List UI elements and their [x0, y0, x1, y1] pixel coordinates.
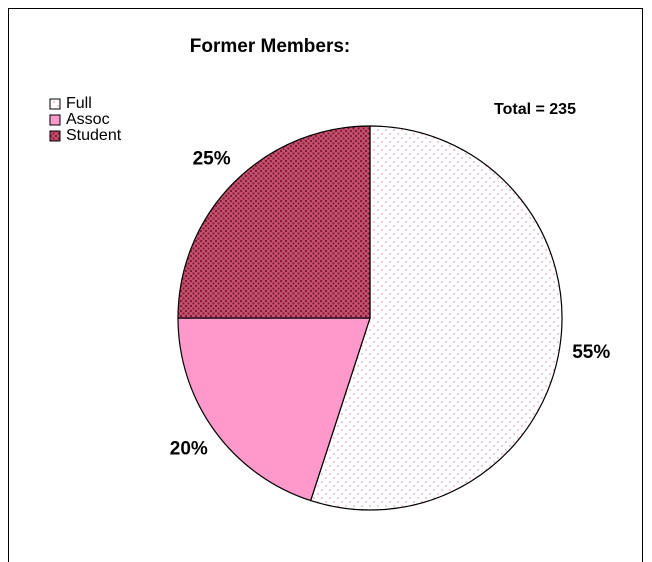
legend-swatch [49, 98, 61, 110]
legend-label: Full [66, 95, 92, 112]
data-label: 25% [193, 149, 231, 170]
chart-title: Former Members: [190, 36, 351, 57]
pie-slice [309, 125, 563, 511]
annotation: Total = 235 [494, 101, 576, 118]
legend-swatch [49, 130, 61, 142]
frame [8, 8, 643, 562]
pie-slice [177, 317, 371, 502]
legend-label: Assoc [66, 111, 110, 128]
data-label: 55% [572, 342, 610, 363]
legend-swatch [49, 114, 61, 126]
data-label: 20% [170, 439, 208, 460]
legend-label: Student [66, 127, 122, 144]
pie-slice [177, 125, 371, 319]
